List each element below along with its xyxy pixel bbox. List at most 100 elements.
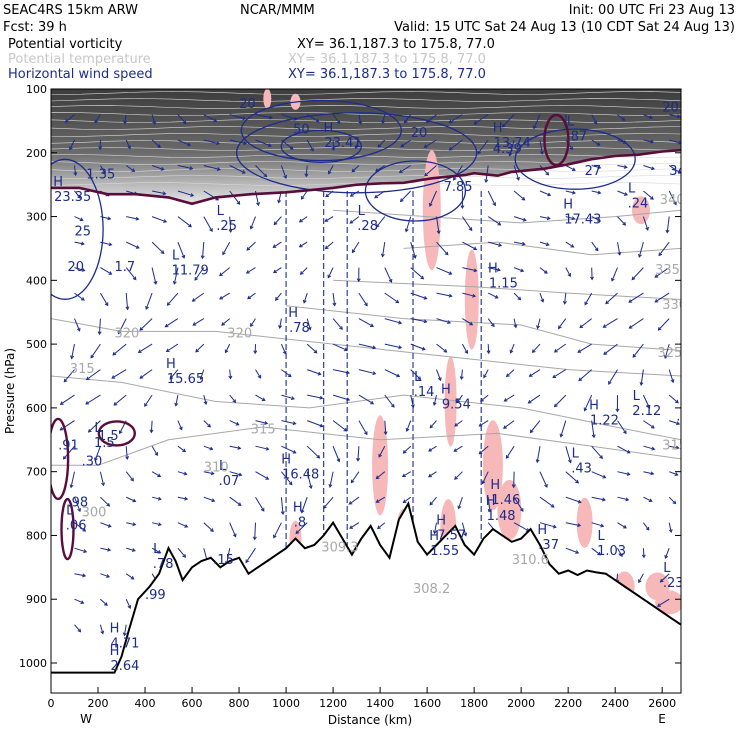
extremum-high-marker: H: [493, 121, 503, 136]
wind-vector: [219, 292, 230, 300]
wind-vector: [94, 446, 101, 461]
wind-vector: [299, 216, 308, 223]
wind-vector: [100, 267, 112, 275]
strat-theta-line: [51, 119, 681, 123]
wind-vector: [591, 522, 604, 527]
wind-vector: [657, 598, 670, 607]
wind-vector: [255, 420, 268, 424]
wind-vector: [565, 547, 579, 554]
wind-vector: [332, 394, 350, 401]
wind-vector-head: [319, 423, 324, 428]
wind-vector-head: [527, 399, 532, 404]
wind-vector: [332, 343, 348, 351]
wind-vector: [454, 471, 463, 480]
extremum-value: 1.22: [590, 414, 619, 429]
wind-vector-head: [572, 190, 576, 195]
strat-theta-line: [51, 140, 681, 144]
wind-vector: [506, 369, 515, 377]
wind-vector: [668, 522, 672, 533]
wind-vector: [552, 369, 567, 378]
wind-vector: [539, 165, 549, 176]
wind-vector: [125, 293, 129, 310]
extremum-low-marker: L: [94, 421, 102, 436]
wind-vector-head: [423, 144, 428, 148]
wind-vector-head: [648, 498, 653, 502]
wind-vector-head: [622, 221, 627, 226]
wind-vector-head: [265, 446, 270, 451]
wind-vector-head: [210, 528, 214, 532]
wind-vector-head: [454, 476, 458, 480]
wind-vector: [513, 292, 521, 301]
wind-vector-head: [521, 196, 526, 201]
wind-vector: [454, 420, 463, 427]
wind-vector-head: [370, 400, 375, 405]
extremum-low-marker: L: [572, 446, 580, 461]
wind-vector: [565, 446, 572, 463]
wind-vector: [355, 139, 360, 149]
wind-vector: [349, 496, 360, 505]
wind-vector-head: [210, 471, 215, 476]
wind-vector: [487, 344, 490, 354]
wind-vector: [384, 394, 395, 408]
wind-vector-head: [472, 293, 477, 298]
wind-vector-head: [300, 195, 305, 200]
wind-vector: [384, 369, 400, 377]
wind-vector: [643, 114, 653, 119]
wind-vector: [306, 318, 311, 330]
wind-vector-head: [182, 120, 187, 125]
wind-vector: [192, 292, 205, 302]
wind-vector-head: [632, 354, 637, 358]
wind-vector: [301, 190, 308, 200]
wind-vector-head: [533, 125, 537, 130]
wind-vector-head: [487, 508, 492, 513]
wind-vector: [509, 139, 515, 156]
wind-vector: [245, 547, 256, 563]
legend-wind-name: Horizontal wind speed: [8, 67, 153, 82]
wind-vector-head: [456, 399, 461, 404]
wind-vector-head: [498, 243, 503, 247]
wind-vector-head: [547, 192, 552, 197]
wind-vector: [281, 420, 296, 425]
x-tick-label: 1200: [319, 697, 347, 710]
wind-vector: [560, 420, 567, 437]
wind-vector: [530, 420, 541, 433]
wind-vector-head: [62, 455, 67, 460]
wind-vector-head: [130, 477, 134, 482]
high-pv-patch: [632, 196, 650, 225]
wind-vector: [60, 394, 75, 405]
wind-vector-head: [292, 450, 297, 454]
wind-vector-head: [375, 499, 380, 503]
wind-vector: [539, 522, 557, 528]
wind-vector-head: [477, 150, 481, 155]
wind-vector-head: [571, 216, 576, 221]
wind-vector-head: [260, 507, 265, 512]
wind-vector-head: [649, 115, 653, 119]
wind-vector-head: [668, 529, 673, 534]
contour-labels: H23.35L.25L11.79H23.41L.28H13.74L.87H17.…: [53, 97, 681, 674]
wind-vector: [112, 343, 127, 356]
wind-vector: [222, 241, 231, 255]
wind-vector-head: [125, 456, 130, 460]
wind-vector-head: [211, 498, 216, 503]
wind-vector-head: [675, 399, 679, 404]
wind-vector: [565, 241, 574, 248]
wind-vector: [603, 318, 618, 328]
wind-vector: [578, 369, 593, 381]
wind-vector-head: [111, 375, 116, 379]
x-tick-label: 800: [229, 697, 250, 710]
wind-vector-head: [543, 270, 548, 274]
wind-vector: [640, 369, 644, 386]
wind-vector: [584, 394, 593, 411]
wind-vector-head: [536, 325, 540, 330]
wind-vector: [384, 318, 402, 324]
wind-vector-head: [166, 302, 171, 306]
wind-vector: [100, 522, 111, 528]
extremum-value: 1.55: [430, 544, 459, 559]
extremum-high-marker: H: [166, 357, 176, 372]
wind-vector-head: [428, 473, 432, 478]
theta-value-label: 310: [204, 461, 229, 476]
wind-vector: [300, 267, 308, 275]
wind-vector: [513, 190, 525, 201]
wind-vector-head: [132, 276, 137, 281]
wind-vector-head: [188, 223, 192, 228]
